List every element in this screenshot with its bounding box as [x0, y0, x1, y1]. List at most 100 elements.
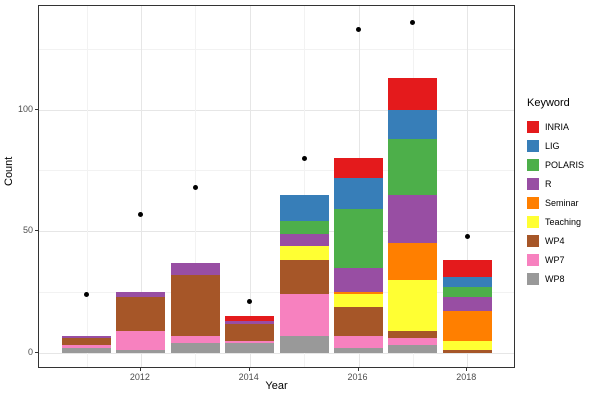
bar-segment-2016-WP4 [334, 306, 383, 336]
legend-key-swatch [527, 272, 539, 285]
bar-segment-2017-LIG [388, 109, 438, 139]
y-tick-label: 50 [22, 225, 33, 236]
legend-item-INRIA: INRIA [527, 117, 599, 136]
bar-segment-2017-R [388, 194, 438, 244]
legend-items: INRIA LIG POLARIS R Seminar Teaching WP4 WP7 WP8 [527, 117, 599, 288]
y-tick-label: 0 [27, 346, 33, 357]
bar-segment-2015-WP4 [279, 260, 329, 295]
y-tick [35, 230, 38, 232]
x-tick [357, 368, 359, 371]
bar-segment-2016-LIG [334, 177, 383, 210]
legend-item-label: LIG [545, 140, 560, 151]
data-point-2014 [247, 299, 253, 305]
bar-segment-2011-R [62, 335, 111, 339]
bar-segment-2016-WP8 [334, 347, 383, 353]
bar-segment-2018-Teaching [442, 340, 492, 351]
legend-item-label: R [545, 178, 552, 189]
gridline-x-major [467, 6, 469, 367]
gridline-x-minor [304, 6, 306, 367]
legend-item-POLARIS: POLARIS [527, 155, 599, 174]
bar-segment-2013-WP7 [170, 335, 220, 343]
bar-segment-2015-WP7 [279, 294, 329, 336]
legend-item-Teaching: Teaching [527, 212, 599, 231]
legend-item-label: WP4 [545, 235, 565, 246]
plot-panel [38, 5, 515, 368]
legend-item-WP7: WP7 [527, 250, 599, 269]
bar-segment-2016-Seminar [334, 291, 383, 295]
legend-key-swatch [527, 234, 539, 247]
data-point-2013 [192, 184, 198, 190]
legend-key-swatch [527, 215, 539, 228]
bar-segment-2014-INRIA [225, 316, 275, 322]
bar-segment-2017-Seminar [388, 243, 438, 280]
bar-segment-2011-WP4 [62, 338, 111, 346]
gridline-y-minor [39, 48, 514, 50]
legend-item-label: POLARIS [545, 159, 585, 170]
bar-segment-2012-WP4 [116, 296, 166, 331]
bar-segment-2017-WP4 [388, 330, 438, 339]
bar-segment-2011-WP8 [62, 347, 111, 353]
x-tick-label: 2014 [238, 372, 259, 382]
bar-segment-2017-WP8 [388, 345, 438, 353]
y-axis-title: Count [3, 156, 15, 186]
bar-segment-2018-LIG [442, 277, 492, 288]
x-axis-title: Year [265, 380, 288, 392]
x-tick-label: 2016 [347, 372, 368, 382]
legend-item-label: WP7 [545, 254, 565, 265]
legend-key-swatch [527, 120, 539, 133]
legend: Keyword INRIA LIG POLARIS R Seminar Teaching W… [527, 97, 599, 288]
legend-title: Keyword [527, 97, 570, 109]
bar-segment-2014-WP7 [225, 340, 275, 343]
bar-segment-2016-INRIA [334, 158, 383, 178]
legend-item-label: Teaching [545, 216, 582, 227]
data-point-2011 [84, 291, 89, 297]
legend-key-swatch [527, 177, 539, 190]
bar-segment-2018-WP4 [442, 350, 492, 353]
bar-segment-2013-WP4 [170, 274, 220, 336]
bar-segment-2013-R [170, 262, 220, 275]
legend-item-R: R [527, 174, 599, 193]
gridline-x-major [140, 6, 142, 367]
bar-segment-2016-WP7 [334, 335, 383, 348]
bar-segment-2017-WP7 [388, 338, 438, 346]
bar-segment-2018-R [442, 296, 492, 312]
legend-key-swatch [527, 139, 539, 152]
bar-segment-2018-Seminar [442, 311, 492, 341]
legend-item-LIG: LIG [527, 136, 599, 155]
bar-segment-2016-POLARIS [334, 209, 383, 268]
x-tick [466, 368, 468, 371]
legend-item-label: Seminar [545, 197, 579, 208]
data-point-2015 [301, 155, 307, 161]
data-point-2018 [464, 233, 470, 239]
bar-segment-2015-Teaching [279, 245, 329, 261]
bar-segment-2018-POLARIS [442, 287, 492, 297]
gridline-y-major [39, 352, 514, 354]
bar-segment-2015-WP8 [279, 335, 329, 353]
data-point-2012 [138, 211, 144, 217]
y-tick [35, 351, 38, 353]
gridline-x-major [249, 6, 251, 367]
gridline-y-minor [39, 291, 514, 293]
bar-segment-2012-WP7 [116, 330, 166, 351]
data-point-2016 [356, 27, 361, 32]
x-tick-label: 2018 [456, 372, 477, 382]
y-tick [35, 108, 38, 110]
data-point-2017 [410, 19, 416, 25]
bar-segment-2013-WP8 [170, 342, 220, 353]
legend-key-swatch [527, 196, 539, 209]
gridline-y-minor [39, 170, 514, 172]
x-tick-label: 2012 [129, 372, 150, 382]
x-tick [248, 368, 250, 371]
gridline-y-major [39, 109, 514, 111]
bar-segment-2012-R [116, 291, 166, 297]
bar-segment-2018-INRIA [442, 260, 492, 278]
bar-segment-2017-INRIA [388, 78, 438, 110]
legend-item-label: INRIA [545, 121, 570, 132]
bar-segment-2016-R [334, 267, 383, 292]
legend-key-swatch [527, 158, 539, 171]
bar-segment-2014-WP8 [225, 342, 275, 353]
legend-item-label: WP8 [545, 273, 565, 284]
bar-segment-2016-Teaching [334, 294, 383, 307]
legend-item-Seminar: Seminar [527, 193, 599, 212]
